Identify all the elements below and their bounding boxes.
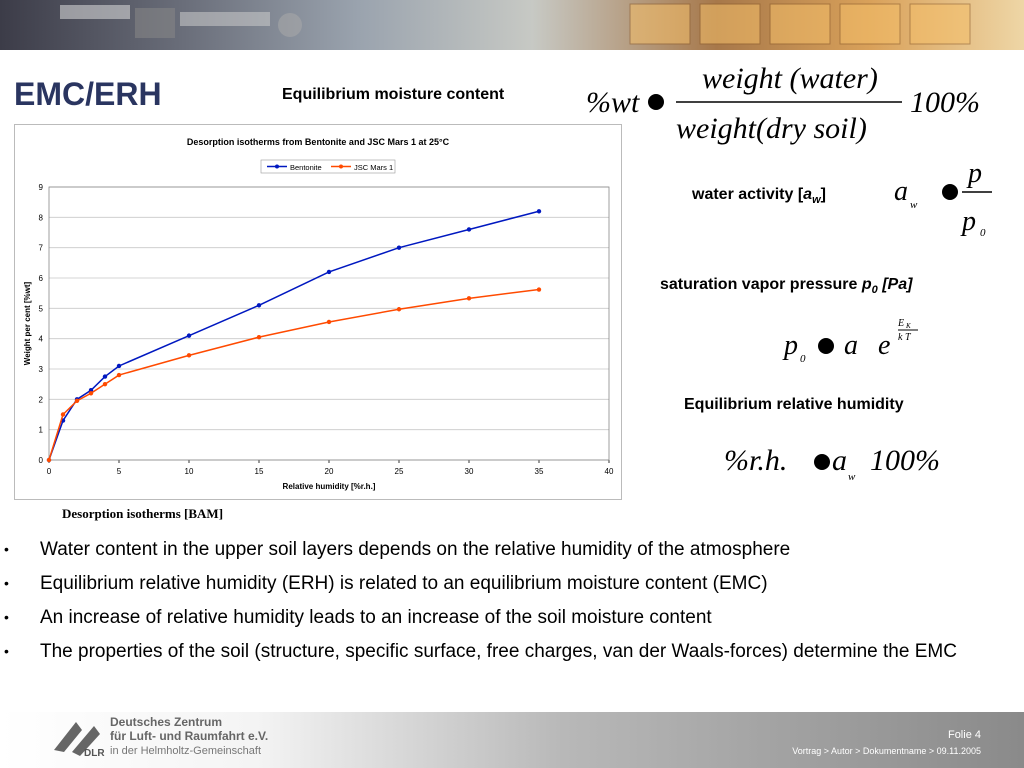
legend-marker-1: [339, 164, 343, 169]
footer-bar: DLR Deutsches Zentrum für Luft- und Raum…: [0, 712, 1024, 768]
data-point-0-6: [186, 333, 192, 338]
x-tick-label: 0: [47, 467, 52, 476]
logo-text: DLR: [84, 748, 105, 758]
bullet-item: • The properties of the soil (structure, …: [4, 641, 957, 662]
y-tick-label: 3: [39, 365, 44, 374]
svg-text:K: K: [905, 322, 911, 330]
data-point-0-4: [102, 374, 108, 379]
footer-path: Vortrag > Autor > Dokumentname > 09.11.2…: [792, 746, 981, 756]
y-tick-label: 7: [39, 244, 44, 253]
data-point-1-8: [326, 319, 332, 325]
emc-lhs: %wt: [586, 86, 640, 119]
data-point-1-1: [60, 412, 66, 417]
chart-caption: Desorption isotherms [BAM]: [62, 506, 224, 521]
data-point-1-3: [88, 391, 94, 396]
series-line-1: [48, 288, 540, 461]
isotherm-chart: Desorption isotherms from Bentonite and …: [23, 137, 614, 491]
x-tick-label: 25: [395, 467, 404, 476]
dlr-logo-icon: DLR: [54, 722, 105, 758]
data-point-0-7: [256, 303, 262, 308]
x-tick-label: 10: [185, 467, 194, 476]
svg-text:0: 0: [800, 353, 806, 365]
svg-text:w: w: [910, 199, 918, 211]
legend-box: [260, 159, 396, 174]
x-tick-label: 20: [325, 467, 334, 476]
svg-text:w: w: [848, 471, 856, 483]
data-point-1-4: [102, 381, 108, 387]
bullet-item: • Equilibrium relative humidity (ERH) is …: [4, 573, 768, 594]
erh-label: Equilibrium relative humidity: [684, 396, 904, 413]
legend-entry-1: JSC Mars 1: [354, 163, 393, 172]
data-point-1-7: [256, 334, 262, 340]
x-tick-label: 15: [255, 467, 264, 476]
slide-number: Folie 4: [947, 729, 981, 741]
org-name: Deutsches Zentrum für Luft- und Raumfahr…: [110, 715, 269, 743]
data-point-1-2: [74, 398, 80, 404]
y-tick-label: 4: [39, 335, 44, 344]
data-point-1-6: [186, 353, 192, 358]
plot-area: [48, 186, 610, 461]
emc-label: Equilibrium moisture content: [282, 86, 505, 103]
emc-formula: %wt weight (water) weight(dry soil) 100%: [586, 62, 980, 145]
x-tick-label: 30: [465, 467, 474, 476]
header-banner: [0, 0, 1024, 50]
aw-formula: a w p p 0: [894, 158, 992, 239]
svg-text:p: p: [960, 206, 976, 237]
solar-panel-image: [629, 3, 971, 45]
x-axis-label: Relative humidity [%r.h.]: [283, 482, 376, 491]
aw-label: water activity [aw]: [692, 186, 826, 207]
bullet-list: • Water content in the upper soil layers …: [0, 538, 1000, 674]
y-tick-label: 1: [39, 426, 44, 435]
y-tick-label: 0: [39, 456, 44, 465]
x-tick-label: 35: [535, 467, 544, 476]
svg-text:a: a: [894, 176, 908, 207]
data-point-1-9: [396, 307, 402, 312]
svg-text:a: a: [832, 444, 847, 477]
org-subtitle: in der Helmholtz-Gemeinschaft: [110, 745, 262, 757]
svg-text:p: p: [966, 158, 982, 189]
chart-container: Desorption isotherms from Bentonite and …: [14, 124, 622, 500]
series-line-0: [48, 210, 540, 461]
slide-title: EMC/ERH: [14, 76, 162, 112]
svg-text:0: 0: [980, 227, 986, 239]
x-tick-label: 5: [117, 467, 122, 476]
data-point-1-0: [46, 457, 52, 463]
y-axis-label: Weight per cent [%wt]: [23, 281, 32, 365]
y-tick-label: 5: [39, 304, 44, 313]
erh-formula: %r.h. a w 100%: [724, 444, 940, 483]
bullet-item: • Water content in the upper soil layers …: [4, 539, 791, 560]
legend-entry-0: Bentonite: [290, 163, 322, 172]
data-point-0-11: [536, 209, 542, 214]
emc-rhs: 100%: [910, 86, 980, 119]
chart-title: Desorption isotherms from Bentonite and …: [187, 137, 450, 147]
y-tick-label: 8: [39, 213, 44, 222]
data-point-0-9: [396, 245, 402, 250]
bullet-item: • An increase of relative humidity leads …: [4, 607, 712, 628]
svg-text:100%: 100%: [870, 444, 940, 477]
data-point-1-11: [536, 287, 542, 292]
svp-label: saturation vapor pressure p0 [Pa]: [660, 276, 913, 297]
data-point-0-10: [466, 227, 472, 232]
legend-marker-0: [275, 164, 279, 169]
svg-text:E: E: [897, 318, 904, 329]
svg-text:k T: k T: [898, 332, 912, 343]
emc-denominator: weight(dry soil): [676, 112, 867, 145]
data-point-1-5: [116, 372, 122, 378]
svg-text:p: p: [782, 330, 798, 361]
data-point-0-5: [116, 363, 122, 369]
svg-text:%r.h.: %r.h.: [724, 444, 787, 477]
data-point-0-8: [326, 269, 332, 275]
svg-text:a: a: [844, 330, 858, 361]
svp-formula: p 0 a e E K k T: [782, 318, 918, 365]
svg-text:e: e: [878, 330, 890, 361]
y-tick-label: 2: [39, 395, 44, 404]
data-point-1-10: [466, 296, 472, 301]
y-tick-label: 6: [39, 274, 44, 283]
x-tick-label: 40: [605, 467, 614, 476]
satellite-image: [60, 5, 302, 38]
emc-numerator: weight (water): [702, 62, 878, 95]
y-tick-label: 9: [39, 183, 44, 192]
data-point-0-3: [88, 388, 94, 393]
